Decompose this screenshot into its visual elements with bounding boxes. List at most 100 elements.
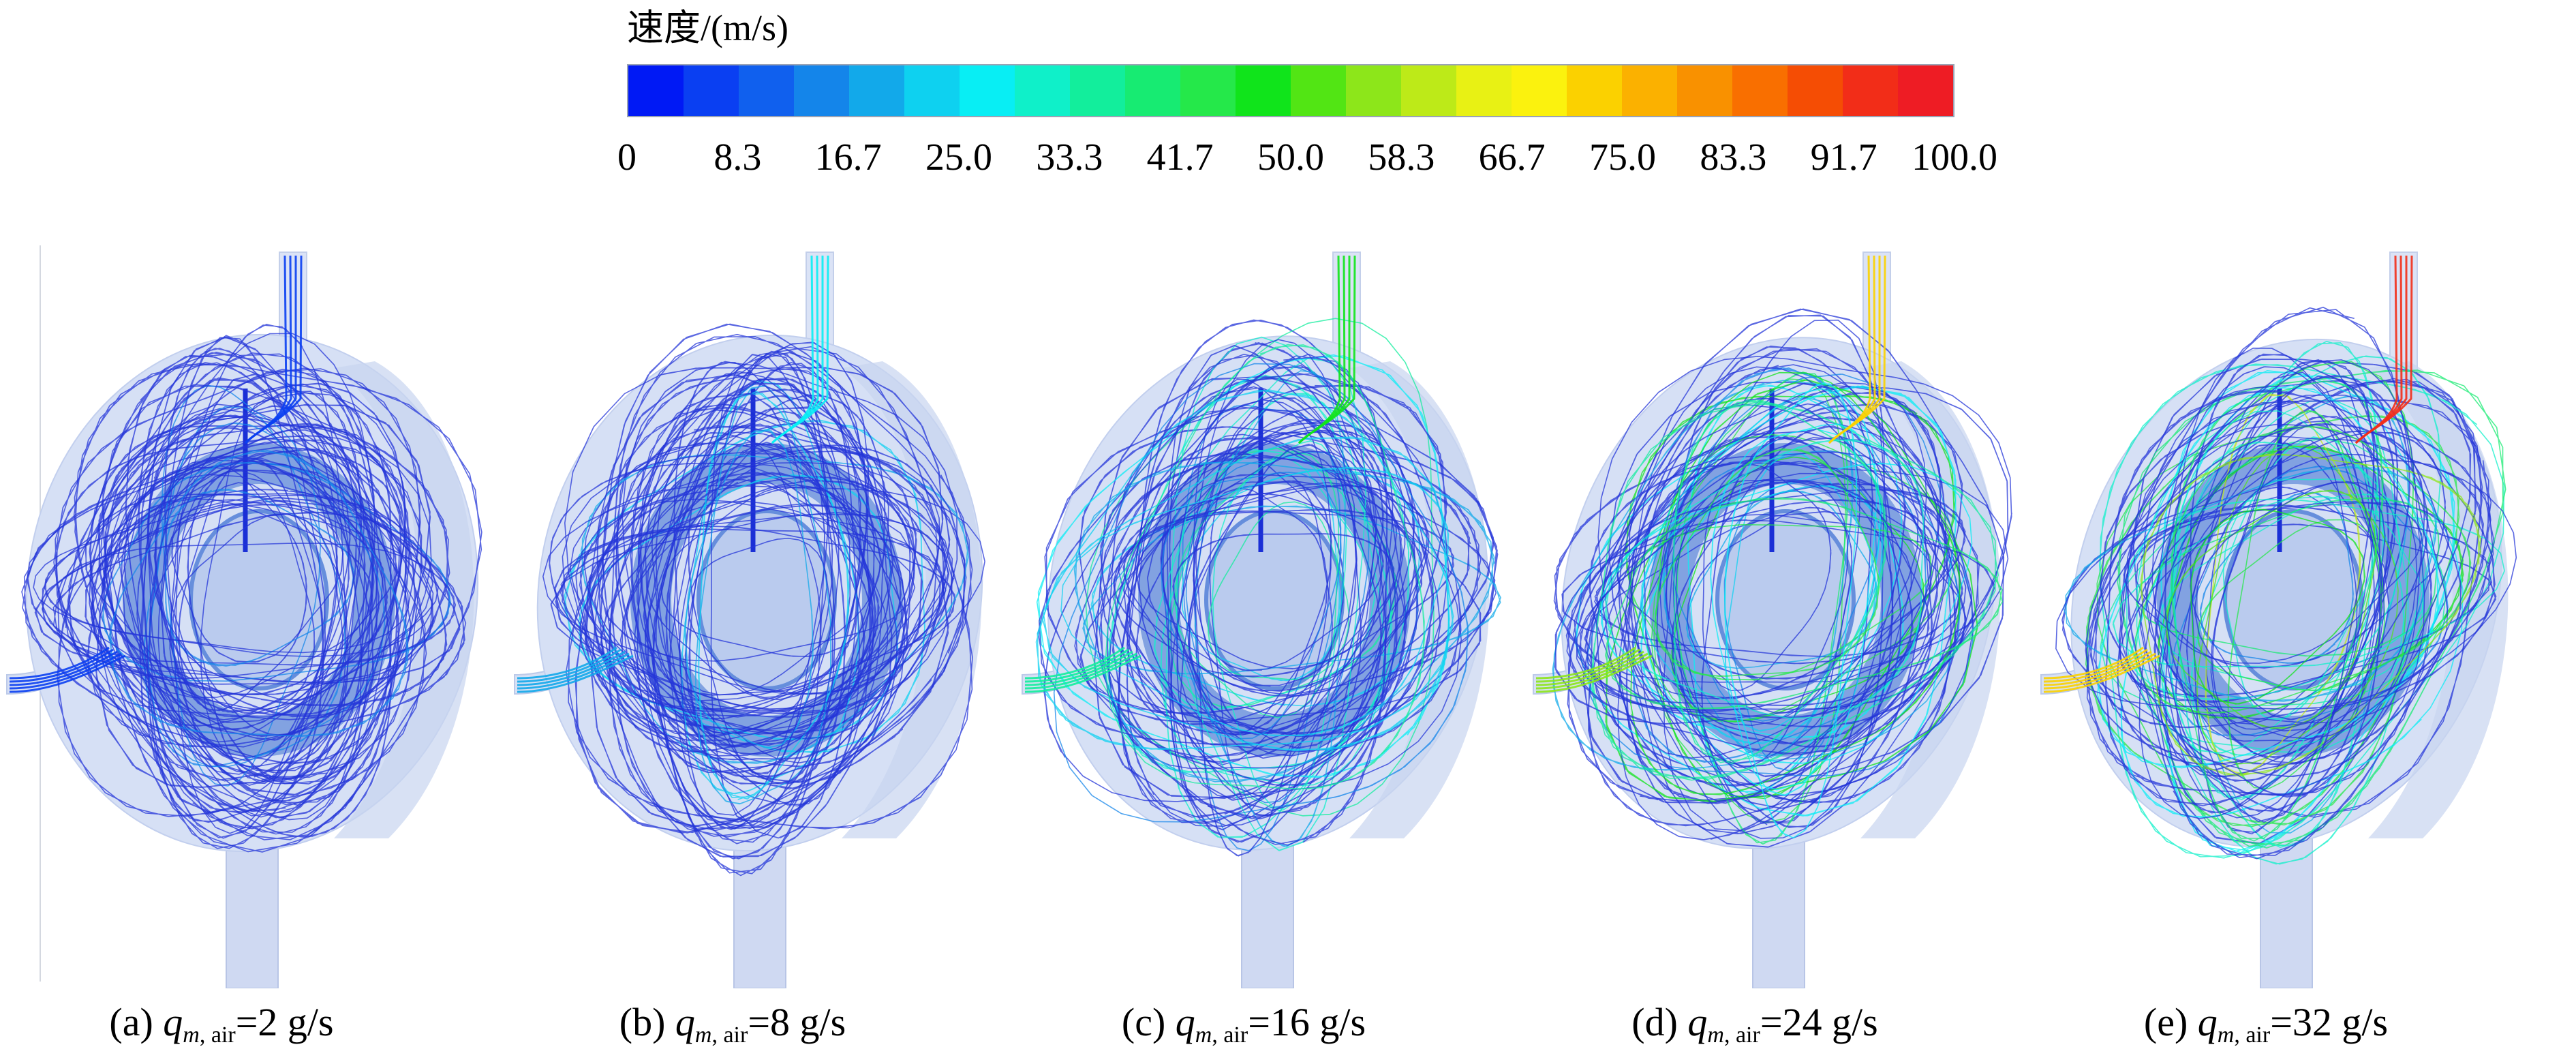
streamline — [2126, 399, 2492, 860]
streamline — [1554, 430, 1972, 725]
streamline — [562, 444, 951, 778]
streamline — [669, 350, 835, 785]
streamline — [580, 453, 970, 764]
streamline — [1104, 344, 1426, 790]
streamline — [100, 392, 407, 802]
streamline — [1073, 461, 1495, 783]
inlet-streamline — [1024, 650, 1133, 686]
casing-side-face — [1860, 361, 2001, 838]
streamline — [550, 512, 949, 714]
streamline — [602, 406, 967, 838]
streamline — [1161, 473, 1402, 735]
streamline — [147, 414, 374, 786]
streamline — [1125, 421, 1407, 738]
colorbar-segment — [960, 65, 1015, 116]
streamline — [1582, 308, 2005, 804]
streamline — [2190, 481, 2396, 705]
streamline — [1123, 406, 1394, 757]
caption-q-symbol: q — [1687, 1000, 1708, 1044]
streamline — [698, 391, 850, 800]
colorbar-segment — [1401, 65, 1456, 116]
streamline — [2210, 423, 2385, 737]
caption-q-symbol: q — [1175, 1000, 1195, 1044]
streamline — [110, 438, 351, 759]
streamline — [1595, 314, 1894, 809]
caption-label: (e) — [2143, 1000, 2198, 1044]
caption-subscript-air: , air — [199, 1022, 236, 1048]
streamline — [73, 363, 482, 853]
streamline — [147, 426, 398, 731]
colorbar-segment — [1622, 65, 1677, 116]
inlet-streamline — [517, 646, 617, 680]
streamlines-group — [1552, 308, 2012, 848]
streamline — [1671, 425, 1902, 748]
panel-b-caption: (b) qm, air=8 g/s — [619, 994, 846, 1064]
streamline — [99, 333, 392, 838]
streamline — [1189, 472, 1333, 716]
streamline — [1553, 403, 1963, 745]
streamline — [164, 348, 338, 834]
panel-c-caption: (c) qm, air=16 g/s — [1122, 994, 1366, 1064]
streamline — [1676, 371, 1849, 845]
streamline — [1615, 489, 1966, 680]
streamline — [1629, 391, 1942, 803]
streamline — [646, 382, 923, 748]
outlet-streamline — [244, 255, 303, 444]
streamline — [1629, 371, 1961, 795]
streamline — [1165, 336, 1410, 838]
colorbar-segment — [1567, 65, 1622, 116]
streamline — [1172, 533, 1396, 687]
streamline — [1195, 492, 1384, 671]
streamline — [1085, 318, 1435, 817]
velocity-colorbar — [627, 64, 1954, 117]
colorbar-segment — [1346, 65, 1401, 116]
inlet-streamline — [9, 654, 126, 693]
inlet-streamline — [517, 654, 634, 693]
streamline — [2145, 431, 2447, 764]
inlet-streamline — [1024, 646, 1125, 680]
streamline — [549, 461, 938, 757]
streamline — [108, 449, 410, 738]
inlet-streamline — [1535, 648, 1640, 683]
inlet-streamline — [2043, 646, 2144, 680]
streamline — [1113, 485, 1430, 697]
streamline — [1117, 386, 1435, 819]
colorbar-segment — [684, 65, 739, 116]
streamline — [1656, 319, 1885, 828]
colorbar-tick-label: 100.0 — [1912, 136, 1997, 179]
streamline — [1618, 382, 1927, 839]
colorbar-segment — [1843, 65, 1898, 116]
caption-value: =16 g/s — [1248, 1000, 1366, 1044]
streamline — [2153, 375, 2381, 798]
streamline — [1710, 423, 1882, 796]
caption-subscript: m, air — [695, 1022, 748, 1048]
streamline — [2134, 399, 2409, 754]
streamline — [1687, 506, 1853, 714]
streamline — [1106, 406, 1482, 759]
streamline — [1094, 419, 1441, 736]
streamline — [1574, 385, 1957, 817]
panel-captions: (a) qm, air=2 g/s (b) qm, air=8 g/s (c) qm… — [0, 994, 2576, 1055]
colorbar-tick-label: 83.3 — [1700, 136, 1767, 179]
colorbar-tick-label: 25.0 — [925, 136, 992, 179]
streamline — [102, 461, 452, 682]
streamline — [2164, 360, 2375, 823]
streamline — [542, 451, 940, 695]
streamlines-group — [21, 324, 482, 853]
colorbar-tick-label: 58.3 — [1368, 136, 1435, 179]
streamline — [1565, 436, 1933, 755]
streamline — [2085, 359, 2425, 778]
streamline — [102, 448, 398, 718]
casing-side-face — [334, 361, 474, 838]
streamline — [2190, 353, 2397, 835]
colorbar-tick-label: 50.0 — [1257, 136, 1324, 179]
colorbar-segment — [1015, 65, 1070, 116]
colorbar-segment — [739, 65, 794, 116]
caption-subscript-m: m — [694, 1022, 712, 1048]
colorbar-segment — [1180, 65, 1236, 116]
streamline — [583, 406, 893, 784]
inlet-streamline — [517, 648, 622, 683]
colorbar-segment — [1677, 65, 1732, 116]
impeller-hub — [696, 509, 837, 690]
streamline — [1138, 423, 1406, 811]
